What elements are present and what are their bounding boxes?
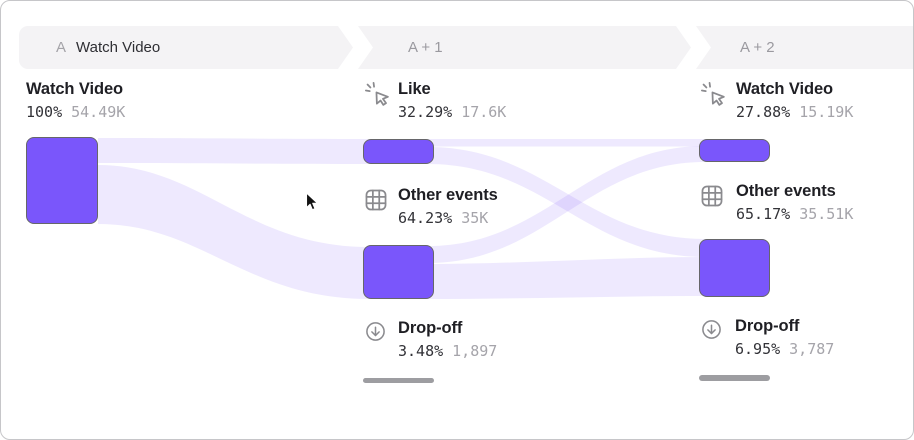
node-label-watch-video-step-a2: Watch Video 27.88% 15.19K — [736, 80, 853, 121]
node-block-watch-video-step-a2[interactable] — [699, 139, 770, 162]
node-percent: 64.23% — [398, 209, 453, 227]
breadcrumb-step-label: A + 1 — [408, 39, 443, 56]
dropoff-bar-step-a1[interactable] — [363, 378, 434, 383]
breadcrumb-step-label: A + 2 — [740, 39, 775, 56]
node-count: 54.49K — [71, 103, 126, 121]
node-label-dropoff-step-a2: Drop-off 6.95% 3,787 — [735, 317, 834, 358]
node-label-other-events-step-a1: Other events 64.23% 35K — [398, 186, 498, 227]
cursor-click-icon — [700, 81, 725, 106]
node-title: Like — [398, 80, 431, 98]
node-label-dropoff-step-a1: Drop-off 3.48% 1,897 — [398, 319, 497, 360]
node-percent: 6.95% — [735, 340, 781, 358]
breadcrumb-step-a2[interactable]: A + 2 — [696, 26, 913, 69]
flow-like-to-otherevents2 — [428, 147, 705, 257]
node-count: 15.19K — [799, 103, 854, 121]
node-percent: 27.88% — [736, 103, 791, 121]
node-count: 3,787 — [789, 340, 835, 358]
flow-watchvideo-to-like — [98, 138, 369, 164]
node-count: 35.51K — [799, 205, 854, 223]
flow-otherevents-to-watchvideo2 — [428, 146, 705, 263]
node-percent: 32.29% — [398, 103, 453, 121]
arrow-down-circle-icon — [702, 320, 721, 339]
node-block-other-events-step-a1[interactable] — [363, 245, 434, 299]
grid-icon — [701, 185, 723, 207]
arrow-down-circle-icon — [366, 322, 385, 341]
mouse-cursor — [305, 192, 319, 211]
flow-like-to-watchvideo2 — [428, 139, 705, 147]
dropoff-bar-step-a2[interactable] — [699, 375, 770, 381]
node-label-other-events-step-a2: Other events 65.17% 35.51K — [736, 182, 853, 223]
node-block-other-events-step-a2[interactable] — [699, 239, 770, 297]
flow-watchvideo-to-otherevents — [98, 165, 369, 299]
node-title: Other events — [398, 186, 498, 204]
breadcrumb-step-a1[interactable]: A + 1 — [358, 26, 691, 69]
grid-icon — [365, 189, 387, 211]
node-label-like-step-a1: Like 32.29% 17.6K — [398, 80, 506, 121]
node-block-watch-video-step-a[interactable] — [26, 137, 98, 224]
node-count: 35K — [461, 209, 489, 227]
breadcrumb-step-a[interactable]: A Watch Video — [19, 26, 353, 69]
node-percent: 3.48% — [398, 342, 444, 360]
node-block-like-step-a1[interactable] — [363, 139, 434, 164]
node-title: Watch Video — [736, 80, 833, 98]
node-percent: 100% — [26, 103, 63, 121]
node-title: Drop-off — [735, 317, 800, 335]
cursor-click-icon — [364, 81, 389, 106]
node-title: Other events — [736, 182, 836, 200]
breadcrumb-step-letter: A — [56, 39, 67, 56]
flow-otherevents-to-otherevents2 — [428, 257, 705, 299]
node-count: 17.6K — [461, 103, 507, 121]
breadcrumb-step-label: Watch Video — [76, 39, 161, 56]
node-label-watch-video-step-a: Watch Video 100% 54.49K — [26, 80, 125, 121]
node-percent: 65.17% — [736, 205, 791, 223]
node-title: Drop-off — [398, 319, 463, 337]
node-count: 1,897 — [452, 342, 498, 360]
node-title: Watch Video — [26, 80, 123, 98]
